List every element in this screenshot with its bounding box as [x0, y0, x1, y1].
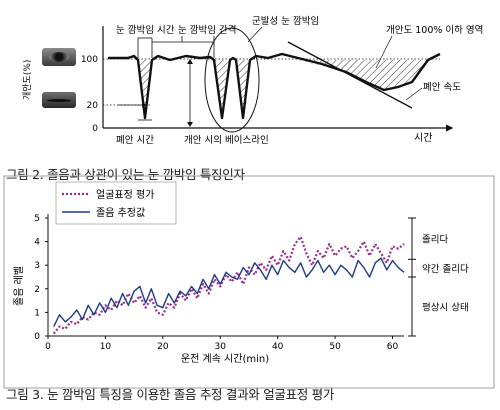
x-tick-label: 50: [329, 342, 341, 352]
eye-closed-icon: [42, 92, 76, 108]
label-baseline: 개안 시의 베이스라인: [184, 135, 269, 146]
y-tick-label: 1: [34, 308, 40, 318]
y-axis-label: 개안도(%): [22, 60, 33, 100]
hatch-blink-3: [236, 60, 250, 118]
x-tick-label: 60: [387, 342, 399, 352]
x-axis-label: 운전 계속 시간(min): [181, 353, 269, 365]
legend-label-face: 얼굴표정 평가: [96, 189, 154, 201]
level-label: 졸리다: [422, 235, 448, 246]
figure-3-caption: 그림 3. 눈 깜박임 특징을 이용한 졸음 추정 결과와 얼굴표정 평가: [6, 387, 335, 402]
label-cluster-blink: 군발성 눈 깜박임: [252, 15, 319, 27]
label-below-100: 개안도 100% 이하 영역: [386, 24, 483, 36]
x-tick-label: 20: [157, 342, 169, 352]
eye-open-icon: [42, 48, 76, 66]
hatch-blink-1: [138, 60, 152, 118]
eye-openness-curve: [108, 52, 441, 120]
ytick-100: 100: [81, 55, 98, 65]
label-blink-interval: 눈 깜박임 간격: [178, 24, 236, 36]
y-tick-label: 5: [34, 214, 40, 224]
figure-2-panel: 100 20 0 개안도(%) 시간 눈 깜박임 시간 눈 깜박임 간격 군발성…: [0, 0, 500, 182]
chart-frame: [3, 175, 495, 389]
x-tick-label: 0: [45, 342, 51, 352]
hatch-below-100: [298, 60, 428, 90]
x-tick-label: 40: [272, 342, 284, 352]
series-line-drowsiness-estimate: [53, 257, 405, 327]
legend: 얼굴표정 평가 졸음 추정값: [55, 181, 177, 225]
y-tick-label: 0: [34, 332, 40, 342]
label-close-time: 폐안 시간: [116, 134, 154, 146]
ytick-0: 0: [92, 124, 98, 134]
y-tick-label: 4: [34, 238, 40, 248]
level-label: 평상시 상태: [422, 303, 469, 314]
legend-label-estimate: 졸음 추정값: [96, 207, 145, 219]
series-line-face-evaluation: [52, 235, 405, 335]
label-close-speed: 폐안 속도: [423, 81, 461, 93]
x-axis-label: 시간: [414, 132, 432, 144]
y-axis-label: 졸음 레벨: [13, 266, 25, 306]
hatch-blink-2: [214, 60, 230, 118]
ytick-20: 20: [87, 101, 99, 111]
close-speed-line: [287, 41, 413, 109]
y-tick-label: 2: [34, 285, 40, 295]
figure-2-caption: 그림 2. 졸음과 상관이 있는 눈 깜박임 특징인자: [6, 167, 245, 182]
cluster-ellipse: [204, 27, 260, 133]
x-tick-label: 10: [100, 342, 112, 352]
level-label: 약간 졸리다: [422, 263, 469, 275]
y-tick-label: 3: [34, 261, 40, 271]
blink-diagram: 100 20 0 개안도(%) 시간 눈 깜박임 시간 눈 깜박임 간격 군발성…: [22, 15, 483, 146]
label-blink-time: 눈 깜박임 시간: [116, 24, 175, 36]
x-tick-label: 30: [215, 342, 227, 352]
